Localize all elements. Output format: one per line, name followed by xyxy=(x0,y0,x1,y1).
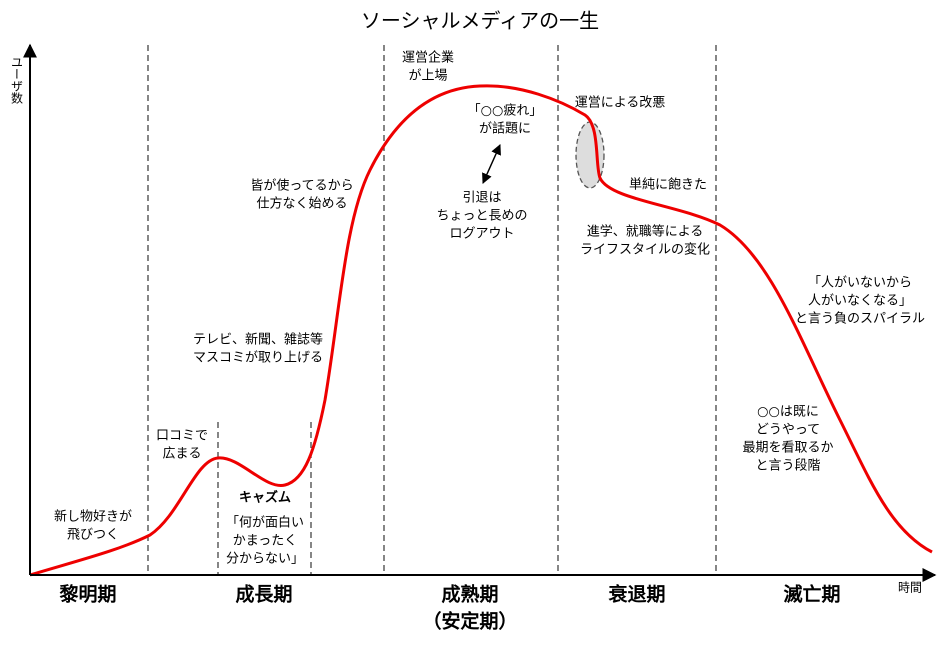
annotation: と言う負のスパイラル xyxy=(795,312,925,327)
title: ソーシャルメディアの一生 xyxy=(361,9,599,33)
annotation: テレビ、新聞、雑誌等 xyxy=(193,332,323,348)
annotation: ちょっと長めの xyxy=(436,209,527,224)
annotation: 引退は xyxy=(462,191,501,206)
annotation: マスコミが取り上げる xyxy=(193,351,323,366)
annotation: 最期を看取るか xyxy=(742,440,833,456)
annotation: が話題に xyxy=(479,121,531,137)
annotation: 「○○疲れ」 xyxy=(468,103,543,119)
annotation: 運営による改悪 xyxy=(575,96,666,111)
annotation: 進学、就職等による xyxy=(587,224,704,240)
phase-label: 成長期 xyxy=(235,583,292,606)
annotation: 運営企業 xyxy=(402,50,454,66)
annotation: 単純に飽きた xyxy=(629,177,707,193)
annotation: 皆が使ってるから xyxy=(250,178,353,194)
annotation: と言う段階 xyxy=(755,459,820,474)
annotation: キャズム xyxy=(239,490,291,506)
y-label: ユーザ数 xyxy=(10,56,24,105)
phase-label: 衰退期 xyxy=(607,583,665,606)
annotation: 「何が面白い xyxy=(226,515,304,531)
annotation: ログアウト xyxy=(449,227,514,242)
phase-label: 黎明期 xyxy=(59,584,116,606)
phase-label: 成熟期 xyxy=(441,583,498,606)
lifecycle-curve xyxy=(29,84,933,577)
annotation: ○○は既に xyxy=(757,405,819,420)
annotation: 人がいなくなる」 xyxy=(808,294,912,309)
dividers xyxy=(147,45,717,575)
annotation: 口コミで xyxy=(156,429,208,444)
annotation: 広まる xyxy=(162,447,201,462)
annotation: 分からない」 xyxy=(226,552,304,567)
x-label: 時間 xyxy=(898,581,922,595)
phase-label: （安定期） xyxy=(422,610,517,633)
annotation: ライフスタイルの変化 xyxy=(580,242,710,258)
annotation: 「人がいないから xyxy=(808,276,912,291)
annotation: が上場 xyxy=(408,69,447,84)
annotation: かまったく xyxy=(233,534,297,549)
annotation: 新し物好きが xyxy=(54,509,132,525)
phase-label: 滅亡期 xyxy=(783,583,840,606)
double-arrow xyxy=(482,144,501,184)
annotation: どうやって xyxy=(756,423,820,438)
annotation: 飛びつく xyxy=(67,528,119,543)
annotation: 仕方なく始める xyxy=(256,196,347,212)
